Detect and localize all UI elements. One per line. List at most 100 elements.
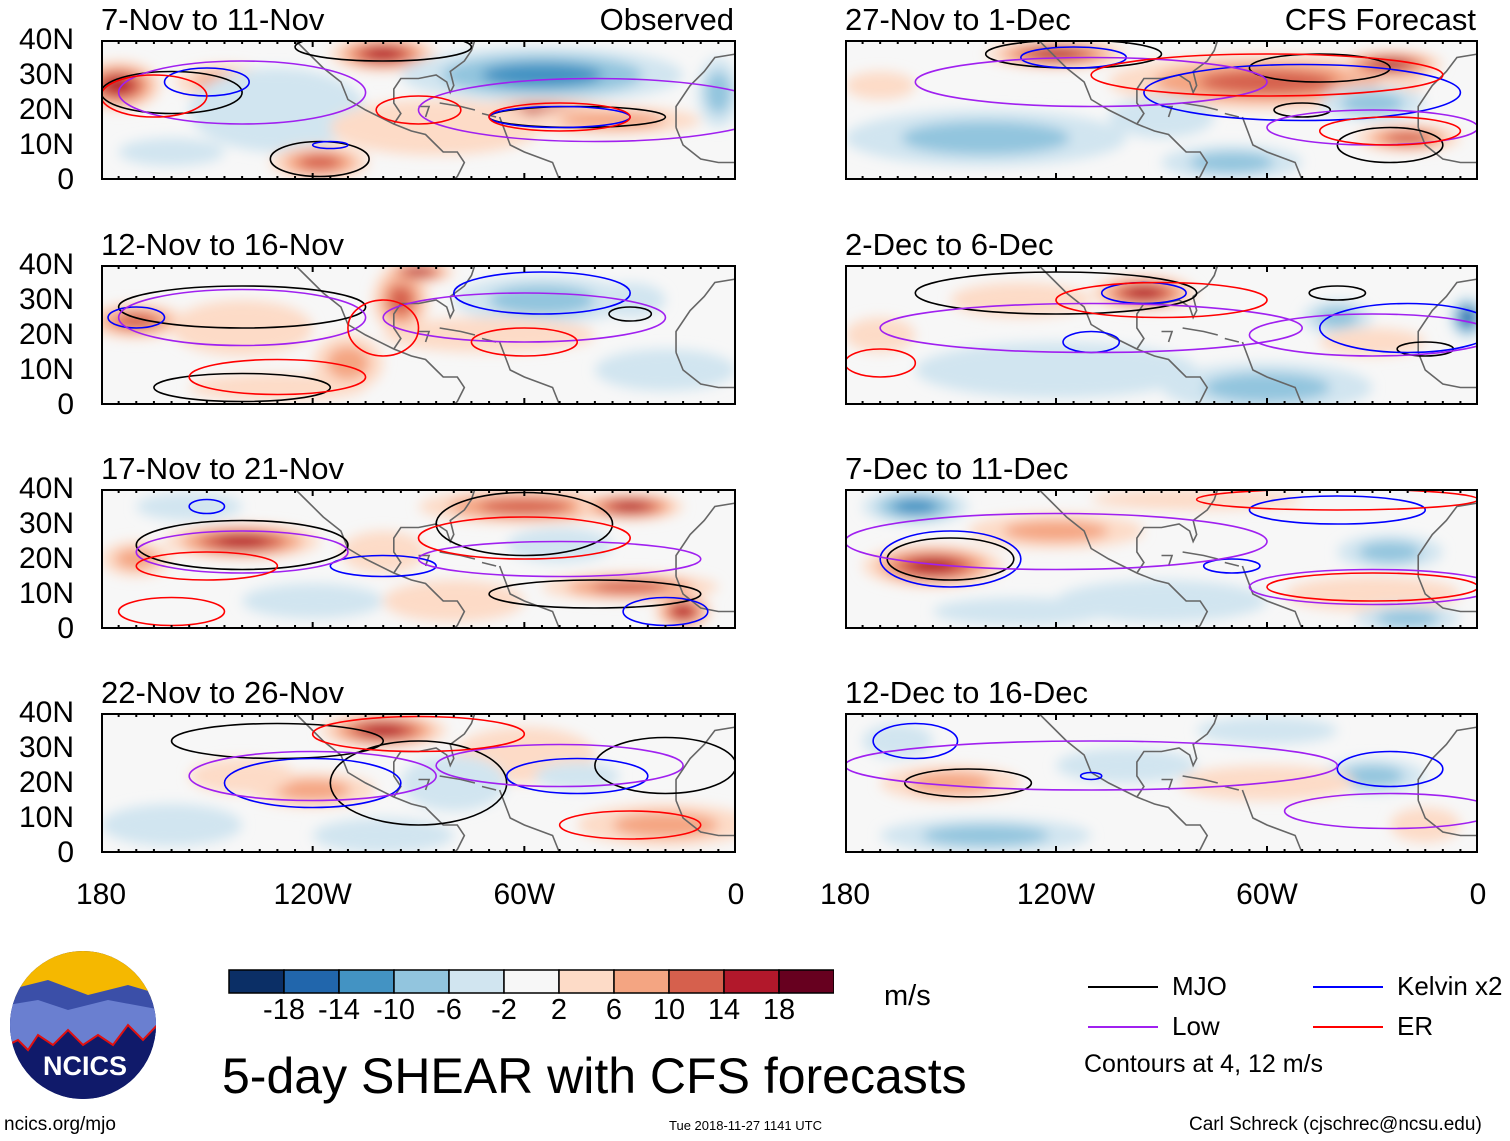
y-tick-label: 0: [57, 163, 74, 196]
panel-title: 7-Nov to 11-Nov: [101, 2, 325, 37]
er-contour: [845, 348, 917, 378]
low-contour: [1248, 313, 1478, 357]
shear-anomaly-cell: [1358, 541, 1422, 563]
coastline: [1224, 785, 1240, 791]
low-contour: [845, 740, 1339, 791]
coastline: [393, 265, 476, 350]
shear-anomaly-cell: [189, 758, 296, 794]
low-contour: [914, 56, 1268, 108]
y-tick-label: 40N: [18, 696, 74, 729]
y-tick-label: 40N: [18, 248, 74, 281]
x-tick-label: 0: [727, 878, 745, 911]
shear-anomaly-cell: [1385, 132, 1431, 144]
coastline: [1136, 713, 1219, 798]
er-contour: [1090, 53, 1444, 97]
low-contour: [845, 512, 1268, 571]
shear-anomaly-cell: [612, 501, 648, 512]
low-contour: [1248, 568, 1478, 606]
mjo-contour: [117, 285, 367, 329]
y-tick-label: 30N: [18, 283, 74, 316]
kelvin-contour: [329, 554, 437, 578]
y-tick-label: 10N: [18, 353, 74, 386]
shear-anomaly-cell: [901, 121, 1071, 155]
kelvin-contour: [1143, 63, 1462, 122]
mjo-contour: [608, 306, 653, 322]
coastline: [393, 489, 476, 574]
shear-anomaly-cell: [388, 285, 413, 315]
main-title: 5-day SHEAR with CFS forecasts: [222, 1048, 967, 1104]
shear-anomaly-cell: [1316, 307, 1359, 328]
shear-anomaly-cell: [298, 155, 341, 170]
shear-anomaly-cell: [216, 535, 268, 548]
coastline: [294, 40, 466, 180]
shear-anomaly-cell: [862, 723, 933, 759]
shear-anomaly-cell: [481, 63, 603, 87]
kelvin-contour: [1202, 558, 1261, 574]
y-tick-label: 20N: [18, 318, 74, 351]
er-contour: [135, 551, 279, 581]
colorbar-swatch: [668, 969, 725, 994]
shear-map-panel: [845, 489, 1478, 629]
legend-line: [1313, 1026, 1383, 1028]
coastline: [1161, 554, 1174, 567]
coastline: [1182, 327, 1218, 336]
coastline: [1182, 775, 1218, 784]
shear-map-panel: [101, 489, 736, 629]
y-tick-label: 30N: [18, 58, 74, 91]
shear-map-panel: [101, 265, 736, 405]
low-contour: [382, 292, 667, 343]
shear-anomaly-cell: [1056, 580, 1267, 622]
shear-anomaly-cell: [1056, 748, 1197, 783]
colorbar-swatch: [393, 969, 450, 994]
coastline: [439, 327, 476, 336]
colorbar-label: -18: [263, 994, 305, 1026]
colorbar-swatch: [503, 969, 560, 994]
shear-anomaly-cell: [101, 804, 243, 846]
coastline: [675, 502, 736, 577]
mjo-contour: [594, 736, 736, 795]
panel-title: 27-Nov to 1-Dec: [845, 2, 1071, 37]
coastline: [1417, 726, 1478, 801]
low-contour: [117, 60, 367, 125]
shear-map-panel: [845, 265, 1478, 405]
coastline: [1417, 352, 1478, 389]
er-contour: [488, 102, 631, 132]
coastline: [1224, 112, 1240, 118]
coastline: [1417, 278, 1478, 353]
mjo-contour: [329, 740, 508, 826]
y-tick-label: 40N: [18, 472, 74, 505]
coastline: [1417, 127, 1478, 164]
colorbar-swatch: [723, 969, 780, 994]
coastline: [675, 53, 736, 128]
shear-anomaly-cell: [1284, 576, 1461, 612]
shear-anomaly-cell: [365, 48, 401, 60]
coastline: [439, 102, 476, 111]
colorbar-label: 2: [550, 994, 568, 1026]
y-tick-label: 20N: [18, 766, 74, 799]
source-url[interactable]: ncics.org/mjo: [4, 1114, 116, 1135]
panel-title: 2-Dec to 6-Dec: [845, 227, 1054, 262]
legend-line: [1088, 1026, 1158, 1028]
panel-title: 12-Nov to 16-Nov: [101, 227, 344, 262]
coastline: [1182, 102, 1218, 111]
coastline: [294, 713, 466, 853]
coastline: [1417, 576, 1478, 613]
coastline: [1241, 565, 1303, 629]
shear-anomaly-cell: [478, 499, 570, 514]
coastline: [1241, 341, 1303, 405]
legend-label: ER: [1397, 1011, 1434, 1041]
y-tick-label: 20N: [18, 542, 74, 575]
coastline: [481, 785, 497, 791]
kelvin-contour: [1318, 302, 1478, 354]
coastline: [1241, 116, 1303, 180]
kelvin-contour: [1248, 495, 1427, 525]
x-tick-label: 120W: [273, 878, 352, 911]
coastline: [498, 789, 561, 853]
units-label: m/s: [884, 980, 931, 1012]
er-contour: [188, 358, 367, 396]
shear-anomaly-cell: [1196, 716, 1338, 745]
kelvin-contour: [223, 757, 402, 809]
low-contour: [417, 540, 702, 578]
colorbar-swatch: [778, 969, 834, 994]
kelvin-contour: [505, 757, 649, 795]
